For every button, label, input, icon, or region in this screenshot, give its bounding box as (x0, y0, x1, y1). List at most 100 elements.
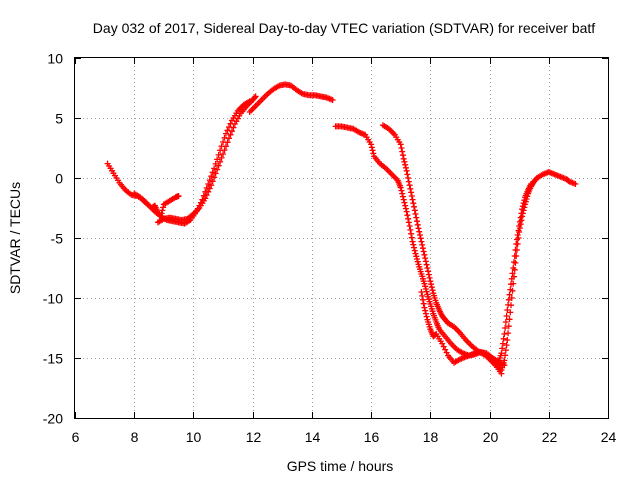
y-tick-label: 0 (55, 171, 63, 187)
data-point (425, 271, 432, 278)
data-point (404, 212, 411, 219)
series-track-h (498, 169, 579, 373)
data-point (397, 184, 404, 191)
data-point (408, 189, 415, 196)
data-point (502, 347, 509, 354)
data-point (514, 232, 521, 238)
data-point (370, 150, 377, 157)
data-point (203, 192, 210, 199)
x-tick-label: 8 (131, 429, 139, 445)
data-point (227, 131, 234, 138)
data-point (421, 304, 428, 311)
data-point (217, 158, 224, 165)
data-point (408, 234, 415, 241)
data-point (506, 291, 513, 298)
data-point (501, 331, 508, 337)
data-point (405, 178, 412, 185)
data-point (516, 223, 523, 229)
data-point (209, 169, 216, 176)
data-series (104, 81, 579, 377)
data-point (411, 247, 418, 254)
data-point (419, 296, 426, 303)
data-point (400, 196, 407, 203)
data-point (230, 124, 237, 131)
data-point (215, 162, 222, 169)
x-tick-label: 24 (601, 429, 617, 445)
data-point (252, 93, 259, 100)
data-point (209, 178, 216, 185)
data-point (159, 207, 166, 214)
data-point (399, 193, 406, 200)
data-point (223, 143, 230, 150)
data-point (517, 214, 524, 221)
x-tick-label: 18 (423, 429, 439, 445)
data-point (399, 148, 406, 155)
data-point (403, 167, 410, 174)
data-point (211, 174, 218, 181)
data-point (501, 357, 508, 364)
data-point (329, 97, 336, 103)
data-point (403, 208, 410, 215)
data-point (422, 310, 429, 317)
data-point (410, 200, 417, 207)
data-point (505, 296, 512, 303)
data-point (421, 280, 428, 287)
data-point (428, 281, 435, 288)
data-point (513, 236, 520, 243)
series-track-d (246, 81, 336, 115)
data-point (218, 154, 225, 161)
data-point (414, 256, 421, 262)
data-point (519, 206, 526, 213)
data-point (224, 139, 231, 146)
data-point (402, 161, 409, 168)
data-point (500, 335, 507, 342)
series-track-g (418, 289, 505, 377)
data-point (425, 268, 432, 275)
data-point (368, 144, 375, 151)
data-point (402, 205, 409, 212)
data-point (423, 261, 430, 268)
data-point (406, 182, 413, 189)
data-point (512, 247, 519, 253)
data-point (420, 300, 427, 307)
data-point (519, 203, 526, 210)
data-point (402, 164, 409, 171)
data-point (418, 238, 425, 245)
data-point (504, 307, 511, 313)
data-point (515, 227, 522, 234)
data-point (508, 281, 515, 288)
data-point (420, 248, 427, 255)
data-point (401, 199, 408, 206)
data-point (423, 313, 430, 320)
data-point (175, 193, 182, 199)
data-point (506, 316, 513, 323)
data-point (510, 259, 517, 265)
data-point (502, 325, 509, 331)
data-point (158, 210, 165, 217)
data-point (225, 135, 232, 142)
data-point (211, 165, 218, 172)
data-point (412, 211, 419, 217)
series-track-a (104, 98, 253, 227)
data-point (412, 250, 419, 257)
series-track-b (131, 190, 182, 220)
data-point (419, 245, 426, 252)
data-point (368, 141, 375, 148)
data-point (215, 151, 222, 158)
data-point (409, 196, 416, 203)
data-point (206, 185, 213, 192)
data-point (503, 313, 510, 319)
data-point (415, 225, 422, 232)
y-tick-label: 5 (55, 111, 63, 127)
data-point (502, 319, 509, 325)
data-point (414, 221, 421, 228)
plot-frame (74, 57, 609, 419)
data-point (223, 130, 230, 137)
data-point (399, 152, 406, 159)
data-point (572, 181, 579, 187)
data-point (505, 301, 512, 308)
data-point (405, 219, 412, 226)
data-point (405, 215, 412, 222)
data-point (398, 145, 405, 151)
data-point (419, 241, 426, 248)
